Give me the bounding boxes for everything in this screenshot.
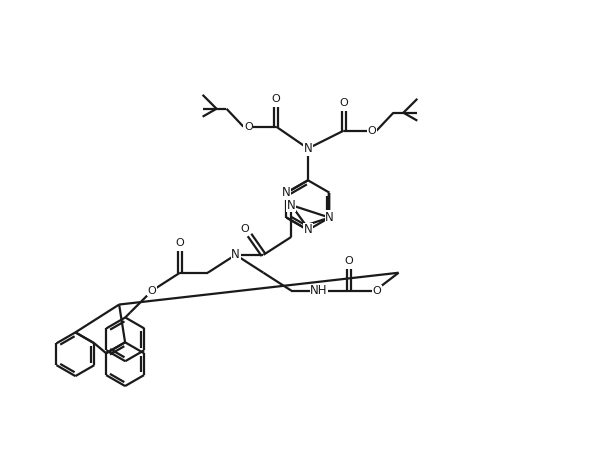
Text: O: O <box>345 256 353 266</box>
Text: NH: NH <box>310 284 328 297</box>
Text: O: O <box>272 94 280 104</box>
Text: O: O <box>339 98 348 108</box>
Text: N: N <box>303 224 313 236</box>
Text: O: O <box>372 286 381 295</box>
Text: N: N <box>231 248 240 262</box>
Text: O: O <box>244 122 253 131</box>
Text: N: N <box>287 199 295 212</box>
Text: N: N <box>303 142 313 155</box>
Text: O: O <box>176 238 184 248</box>
Text: N: N <box>282 186 291 199</box>
Text: O: O <box>367 125 376 136</box>
Text: O: O <box>148 286 156 295</box>
Text: O: O <box>240 224 249 234</box>
Text: N: N <box>325 211 334 224</box>
